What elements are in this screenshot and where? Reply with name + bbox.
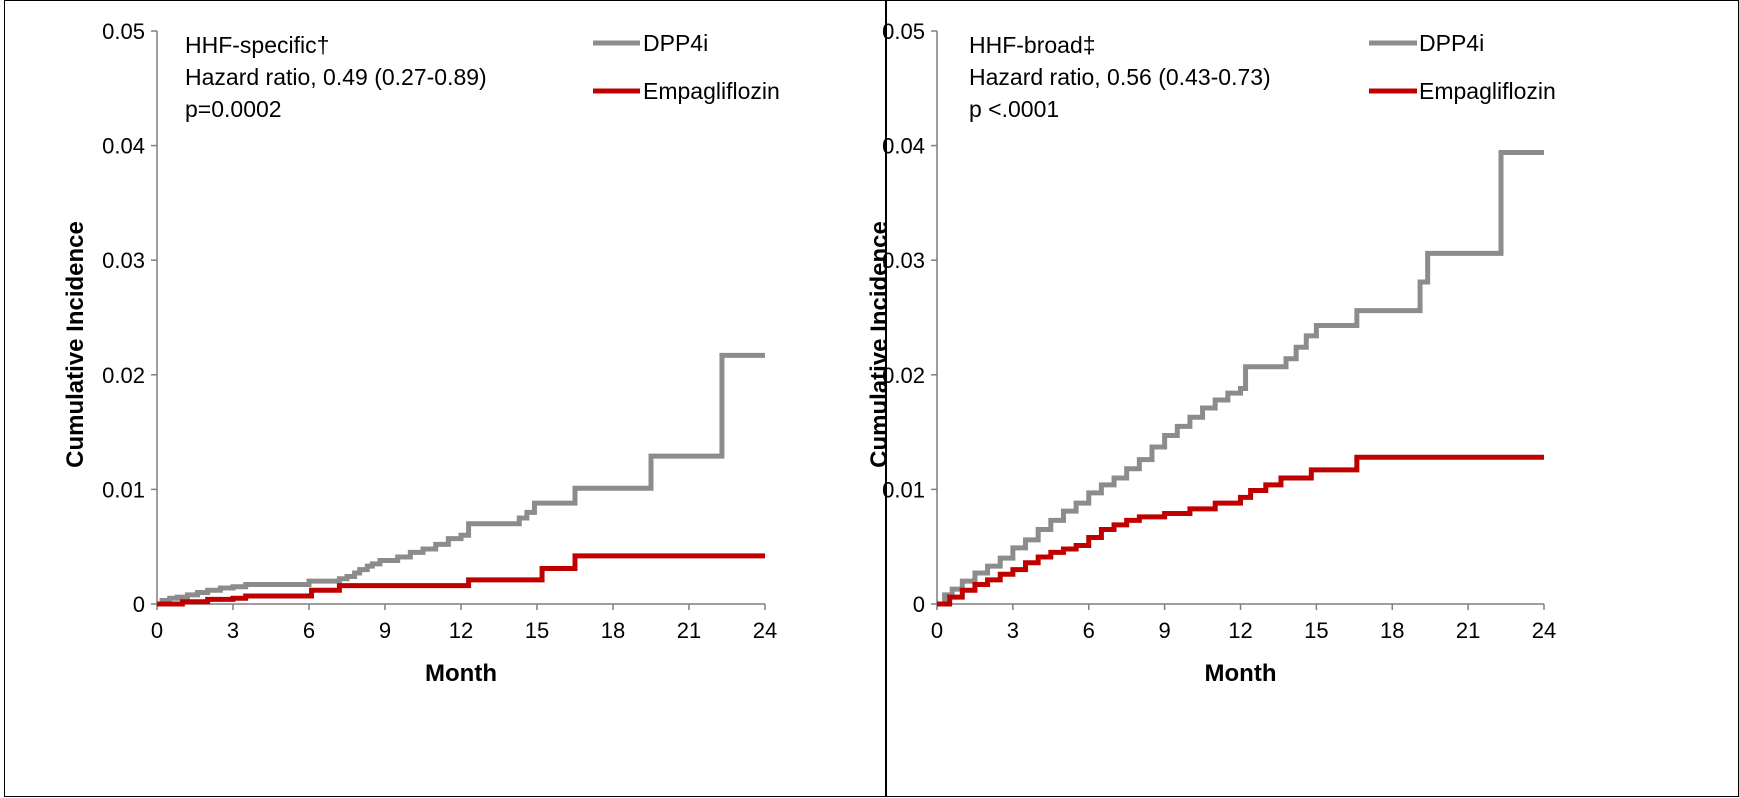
y-tick-label: 0 [913,592,925,617]
x-axis-title: Month [425,660,497,687]
annotation-line-1: HHF-broad‡ [969,32,1096,58]
annotation-line-3: p <.0001 [969,96,1059,122]
x-axis-title: Month [1205,660,1277,687]
x-tick-label: 21 [677,618,701,643]
y-tick-label: 0.05 [882,19,925,44]
legend-label-dpp4i: DPP4i [1419,30,1484,56]
x-tick-label: 9 [1159,618,1171,643]
x-tick-label: 0 [151,618,163,643]
y-tick-label: 0.05 [102,19,145,44]
x-tick-label: 18 [1380,618,1404,643]
x-tick-label: 3 [1007,618,1019,643]
y-tick-label: 0.01 [882,477,925,502]
x-tick-label: 21 [1456,618,1480,643]
y-tick-label: 0.04 [882,134,925,159]
x-tick-label: 24 [753,618,777,643]
annotation-line-1: HHF-specific† [185,32,329,58]
y-tick-label: 0.03 [102,248,145,273]
chart-hhf-specific: 0 0.01 0.02 0.03 0.04 0.05 0 3 6 9 12 15 18 21 24 Month… [62,19,780,687]
x-tick-label: 12 [1228,618,1252,643]
x-tick-label: 15 [525,618,549,643]
series-line-dpp4i [937,149,1544,607]
x-tick-label: 15 [1304,618,1328,643]
series-line-dpp4i [157,352,765,607]
y-axis-title: Cumulative Incidence [62,221,89,468]
series-line-empagliflozin [157,553,765,607]
legend-label-dpp4i: DPP4i [643,30,708,56]
x-tick-label: 24 [1532,618,1556,643]
chart-hhf-broad: 0 0.01 0.02 0.03 0.04 0.05 0 3 6 9 12 15 18 21 24 Month… [866,19,1556,687]
annotation-line-2: Hazard ratio, 0.49 (0.27-0.89) [185,64,487,90]
series-line-empagliflozin [937,454,1544,607]
y-axis-title: Cumulative Incidence [866,221,893,468]
chart-panel-hhf-specific: 0 0.01 0.02 0.03 0.04 0.05 0 3 6 9 12 15 18 21 24 Month… [4,0,886,797]
x-tick-label: 12 [449,618,473,643]
x-tick-label: 9 [379,618,391,643]
y-tick-label: 0.02 [102,363,145,388]
x-tick-label: 6 [1083,618,1095,643]
chart-panel-hhf-broad: 0 0.01 0.02 0.03 0.04 0.05 0 3 6 9 12 15 18 21 24 Month… [866,0,1739,797]
annotation-line-2: Hazard ratio, 0.56 (0.43-0.73) [969,64,1271,90]
legend-label-empagliflozin: Empagliflozin [1419,78,1556,104]
y-tick-label: 0.02 [882,363,925,388]
x-tick-label: 6 [303,618,315,643]
legend-label-empagliflozin: Empagliflozin [643,78,780,104]
y-tick-label: 0 [133,592,145,617]
annotation-line-3: p=0.0002 [185,96,282,122]
y-tick-label: 0.01 [102,477,145,502]
x-tick-label: 18 [601,618,625,643]
x-tick-label: 0 [931,618,943,643]
y-tick-label: 0.03 [882,248,925,273]
x-tick-label: 3 [227,618,239,643]
y-tick-label: 0.04 [102,134,145,159]
